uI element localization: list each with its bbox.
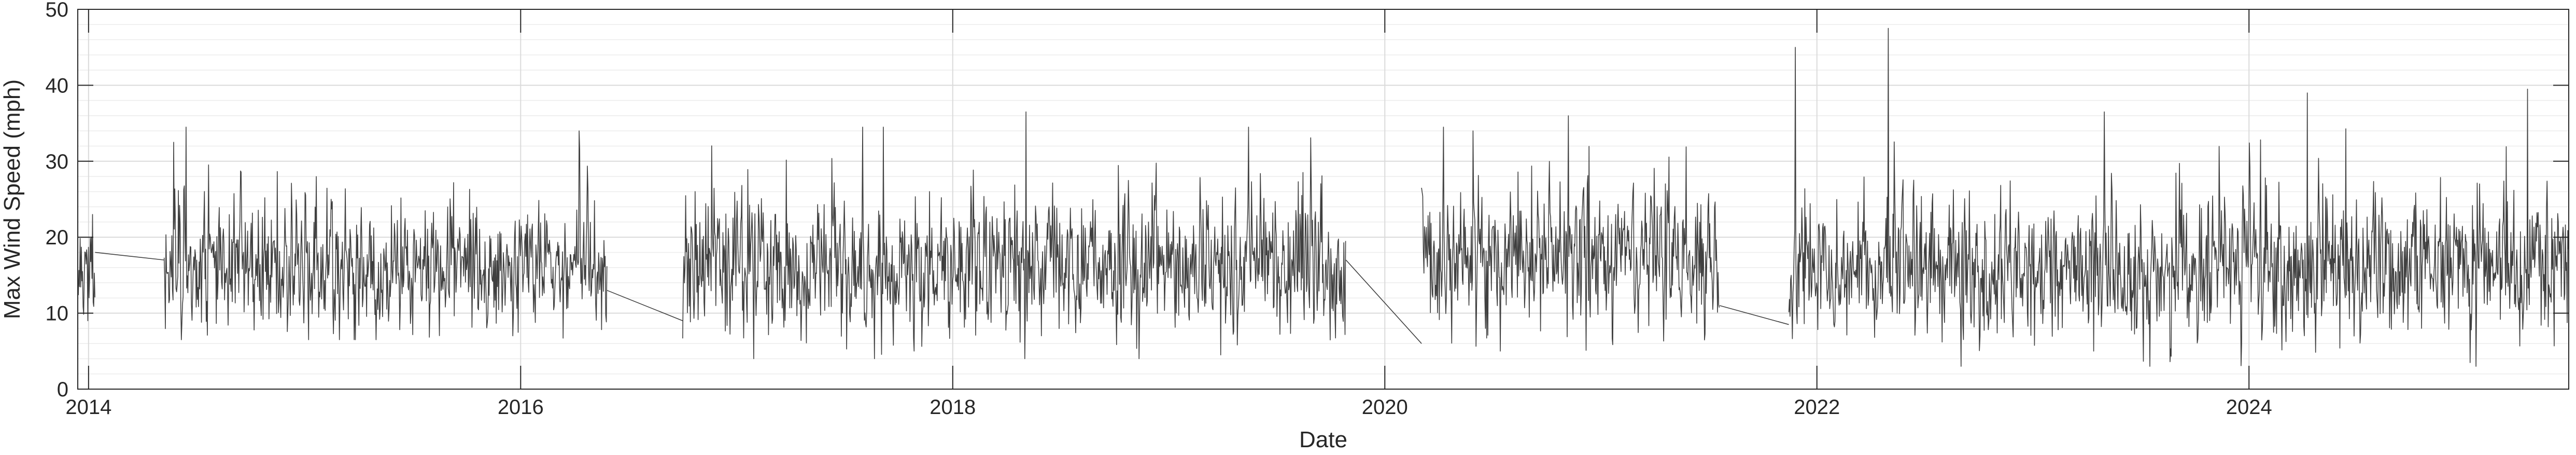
y-tick-label: 20 [46, 226, 69, 249]
x-tick-label: 2020 [1362, 396, 1408, 419]
ticks-layer: 2014 2016 2018 2020 2022 2024 0 10 20 30 40 50 [46, 0, 2569, 419]
plot-frame [77, 9, 2569, 390]
y-tick-label: 10 [46, 302, 69, 325]
y-tick-label: 30 [46, 150, 69, 173]
series-line-segment [77, 214, 95, 321]
series-line-segment [1421, 115, 1720, 352]
series-line-segment [682, 111, 1346, 360]
x-tick-label: 2016 [498, 396, 544, 419]
grid-layer [78, 9, 2569, 390]
series-gap-connector [1345, 259, 1422, 344]
x-axis-title: Date [1299, 427, 1347, 452]
y-axis-title: Max Wind Speed (mph) [0, 79, 25, 319]
series-gap-connector [95, 252, 164, 260]
y-tick-label: 50 [46, 0, 69, 21]
x-tick-label: 2024 [2226, 396, 2272, 419]
series-gap-connector [1720, 305, 1789, 325]
y-tick-label: 0 [57, 378, 68, 401]
series-line-segment [163, 127, 608, 340]
x-tick-label: 2014 [65, 396, 111, 419]
series-gap-connector [607, 289, 683, 321]
x-tick-label: 2022 [1794, 396, 1840, 419]
y-tick-label: 40 [46, 74, 69, 97]
series-layer [77, 27, 2569, 367]
x-tick-label: 2018 [930, 396, 976, 419]
series-line-segment [1788, 27, 2569, 367]
